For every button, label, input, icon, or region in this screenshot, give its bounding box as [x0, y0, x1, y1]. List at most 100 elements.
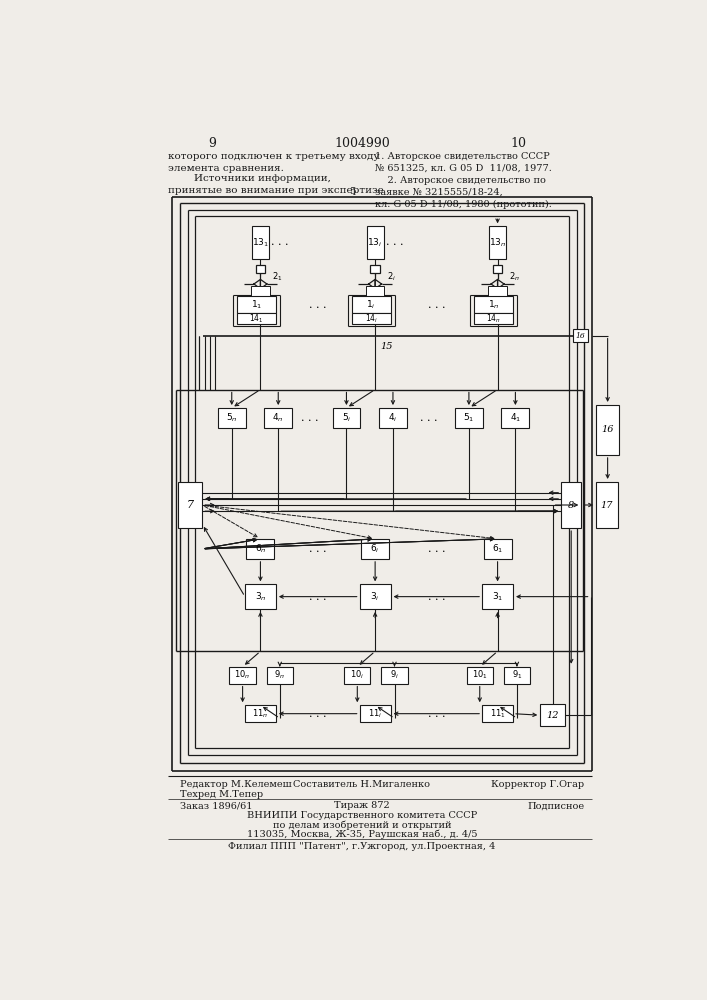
Text: 16: 16 — [575, 332, 585, 340]
Bar — [573, 329, 588, 342]
Bar — [237, 313, 276, 324]
Text: . . .: . . . — [428, 592, 445, 602]
Text: $10_1$: $10_1$ — [472, 669, 488, 681]
Text: 1. Авторское свидетельство СССР
№ 651325, кл. G 05 D  11/08, 1977.
    2. Авторс: 1. Авторское свидетельство СССР № 651325… — [375, 152, 552, 209]
Text: 12: 12 — [547, 711, 559, 720]
Bar — [256, 265, 265, 273]
Text: ВНИИПИ Государственного комитета СССР: ВНИИПИ Государственного комитета СССР — [247, 811, 477, 820]
Text: 1004990: 1004990 — [334, 137, 390, 150]
Text: $13_1$: $13_1$ — [252, 236, 269, 249]
Bar — [489, 226, 506, 259]
Text: которого подключен к третьему входу
элемента сравнения.: которого подключен к третьему входу элем… — [168, 152, 380, 173]
Text: . . .: . . . — [309, 300, 327, 310]
Text: Редактор М.Келемеш: Редактор М.Келемеш — [180, 780, 291, 789]
Bar — [489, 286, 507, 298]
Text: $1_1$: $1_1$ — [251, 299, 262, 311]
Bar — [245, 705, 276, 722]
Text: Подписное: Подписное — [527, 801, 585, 810]
Text: $13_п$: $13_п$ — [489, 236, 506, 249]
Text: $5_п$: $5_п$ — [226, 412, 238, 424]
Bar — [482, 584, 513, 609]
Bar — [218, 408, 246, 428]
Text: $6_i$: $6_i$ — [370, 543, 380, 555]
Text: . . .: . . . — [309, 709, 327, 719]
Text: Корректор Г.Огар: Корректор Г.Огар — [491, 780, 585, 789]
Text: $14_i$: $14_i$ — [365, 312, 378, 325]
Text: 17: 17 — [601, 500, 613, 510]
Text: $3_i$: $3_i$ — [370, 590, 380, 603]
Text: $11_i$: $11_i$ — [368, 707, 382, 720]
Text: Филиал ППП "Патент", г.Ужгород, ул.Проектная, 4: Филиал ППП "Патент", г.Ужгород, ул.Проек… — [228, 842, 496, 851]
Bar — [267, 667, 293, 684]
Bar — [252, 226, 269, 259]
Text: Источники информации,
принятые во внимание при экспертизе: Источники информации, принятые во вниман… — [168, 174, 384, 195]
Text: $2_i$: $2_i$ — [387, 270, 396, 283]
Bar — [251, 286, 270, 298]
Bar — [474, 296, 513, 313]
Text: $4_п$: $4_п$ — [272, 412, 284, 424]
Text: $5_i$: $5_i$ — [341, 412, 351, 424]
Bar — [247, 539, 274, 559]
Text: $4_i$: $4_i$ — [388, 412, 398, 424]
Text: 9: 9 — [209, 137, 216, 150]
Bar — [245, 584, 276, 609]
Text: $14_п$: $14_п$ — [486, 312, 501, 325]
Text: $9_1$: $9_1$ — [512, 669, 522, 681]
Text: 113035, Москва, Ж-35, Раушская наб., д. 4/5: 113035, Москва, Ж-35, Раушская наб., д. … — [247, 830, 477, 839]
Text: $9_п$: $9_п$ — [274, 669, 286, 681]
Bar — [561, 482, 581, 528]
Text: . . .: . . . — [309, 544, 327, 554]
Bar — [177, 482, 202, 528]
Bar — [467, 667, 493, 684]
Text: Составитель Н.Мигаленко: Составитель Н.Мигаленко — [293, 780, 431, 789]
Bar — [484, 539, 512, 559]
Bar — [596, 482, 618, 528]
Text: $2_1$: $2_1$ — [272, 270, 283, 283]
Text: 10: 10 — [510, 137, 527, 150]
Bar — [370, 265, 380, 273]
Text: $9_i$: $9_i$ — [390, 669, 399, 681]
Text: . . .: . . . — [428, 709, 445, 719]
Bar — [501, 408, 530, 428]
Bar — [474, 313, 513, 324]
Bar — [504, 667, 530, 684]
Text: . . .: . . . — [301, 413, 319, 423]
Text: $3_п$: $3_п$ — [255, 590, 267, 603]
Text: . . .: . . . — [309, 592, 327, 602]
Text: $2_п$: $2_п$ — [509, 270, 520, 283]
Bar — [352, 296, 391, 313]
Text: . . .: . . . — [428, 544, 445, 554]
Text: по делам изобретений и открытий: по делам изобретений и открытий — [273, 821, 451, 830]
Text: . . .: . . . — [420, 413, 438, 423]
Bar — [237, 296, 276, 313]
Text: Тираж 872: Тираж 872 — [334, 801, 390, 810]
Bar — [493, 265, 502, 273]
Text: Заказ 1896/61: Заказ 1896/61 — [180, 801, 252, 810]
Text: 16: 16 — [602, 425, 614, 434]
Text: $1_i$: $1_i$ — [366, 299, 376, 311]
Bar — [344, 667, 370, 684]
Text: . . .: . . . — [428, 300, 445, 310]
Text: $5_1$: $5_1$ — [463, 412, 474, 424]
Bar — [540, 704, 565, 726]
Text: $11_1$: $11_1$ — [490, 707, 506, 720]
Text: $1_п$: $1_п$ — [488, 299, 500, 311]
Text: $11_п$: $11_п$ — [252, 707, 269, 720]
Text: 7: 7 — [187, 500, 194, 510]
Bar — [264, 408, 292, 428]
Bar — [367, 226, 384, 259]
Bar — [360, 584, 391, 609]
Text: $14_1$: $14_1$ — [249, 312, 264, 325]
Bar — [352, 313, 391, 324]
Bar — [360, 705, 391, 722]
Text: $6_1$: $6_1$ — [492, 543, 503, 555]
Bar — [361, 539, 389, 559]
Bar — [455, 408, 483, 428]
Bar — [482, 705, 513, 722]
Text: . . .: . . . — [386, 237, 404, 247]
Text: $10_п$: $10_п$ — [235, 669, 251, 681]
Bar — [230, 667, 256, 684]
Text: $3_1$: $3_1$ — [492, 590, 503, 603]
Text: $10_i$: $10_i$ — [350, 669, 365, 681]
Text: Техред М.Тепер: Техред М.Тепер — [180, 790, 263, 799]
